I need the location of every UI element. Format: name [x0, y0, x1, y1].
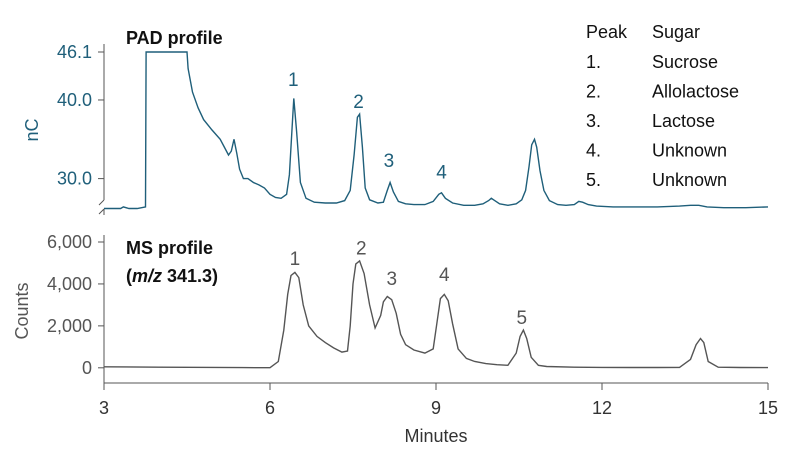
ms-peak-label: 5: [516, 308, 527, 329]
pad-y-ticks: 30.0 40.0 46.1: [57, 42, 104, 189]
ms-y-tick-label: 6,000: [47, 232, 92, 252]
legend-peak-number: 3.: [586, 111, 601, 131]
ms-peak-label: 1: [290, 249, 301, 270]
x-tick-label: 15: [758, 398, 778, 418]
pad-panel: 30.0 40.0 46.1 nC PAD profile 1 2 3 4: [22, 28, 769, 215]
ms-y-tick-label: 4,000: [47, 274, 92, 294]
ms-y-tick-label: 2,000: [47, 316, 92, 336]
legend-peak-number: 5.: [586, 170, 601, 190]
legend-rows: 1. Sucrose 2. Allolactose 3. Lactose 4. Unknown…: [586, 52, 739, 190]
legend-sugar-name: Allolactose: [652, 82, 739, 102]
legend-peak-number: 2.: [586, 82, 601, 102]
ms-panel: 0 2,000 4,000 6,000 Counts MS profile (m/z …: [12, 232, 769, 383]
x-axis-title: Minutes: [404, 426, 467, 446]
ms-panel-subtitle: (m/z 341.3): [126, 266, 218, 286]
ms-subtitle-suffix: 341.3): [162, 266, 218, 286]
pad-y-tick-label: 46.1: [57, 42, 92, 62]
ms-subtitle-prefix: (: [126, 266, 132, 286]
x-tick-label: 9: [431, 398, 441, 418]
legend-sugar-name: Unknown: [652, 141, 727, 161]
pad-panel-title: PAD profile: [126, 28, 223, 48]
x-tick-label: 6: [265, 398, 275, 418]
ms-panel-title: MS profile: [126, 238, 213, 258]
legend-peak-number: 1.: [586, 52, 601, 72]
legend-peak-number: 4.: [586, 141, 601, 161]
legend-header-sugar: Sugar: [652, 22, 700, 42]
ms-peak-labels: 1 23 45: [290, 239, 527, 329]
legend-sugar-name: Sucrose: [652, 52, 718, 72]
legend-header-peak: Peak: [586, 22, 628, 42]
pad-peak-label: 3: [384, 151, 395, 172]
x-tick-label: 3: [99, 398, 109, 418]
x-axis: 3 6 9 12 15 Minutes: [99, 382, 778, 446]
pad-y-tick-label: 30.0: [57, 169, 92, 189]
x-ticks: 3 6 9 12 15: [99, 383, 778, 418]
pad-axis-break-lower: [98, 208, 105, 215]
pad-series-line: [104, 51, 769, 210]
pad-y-axis-title: nC: [22, 118, 42, 141]
ms-subtitle-italic: m/z: [132, 266, 162, 286]
ms-y-ticks: 0 2,000 4,000 6,000: [47, 232, 104, 378]
pad-peak-label: 1: [288, 70, 299, 91]
pad-peak-label: 4: [436, 163, 447, 184]
pad-axis-break-upper: [98, 199, 105, 206]
legend-sugar-name: Lactose: [652, 111, 715, 131]
pad-peak-labels: 1 2 3 4: [288, 70, 447, 184]
ms-series-line: [103, 259, 769, 369]
ms-peak-label: 3: [386, 269, 397, 290]
ms-y-tick-label: 0: [82, 358, 92, 378]
legend-sugar-name: Unknown: [652, 170, 727, 190]
ms-peak-label: 4: [439, 265, 450, 286]
pad-y-tick-label: 40.0: [57, 90, 92, 110]
ms-y-axis-title: Counts: [12, 282, 32, 339]
x-tick-label: 12: [592, 398, 612, 418]
ms-peak-label: 2: [356, 239, 367, 260]
peak-legend: Peak Sugar 1. Sucrose 2. Allolactose 3. Lacto…: [586, 22, 739, 190]
pad-peak-label: 2: [353, 92, 364, 113]
